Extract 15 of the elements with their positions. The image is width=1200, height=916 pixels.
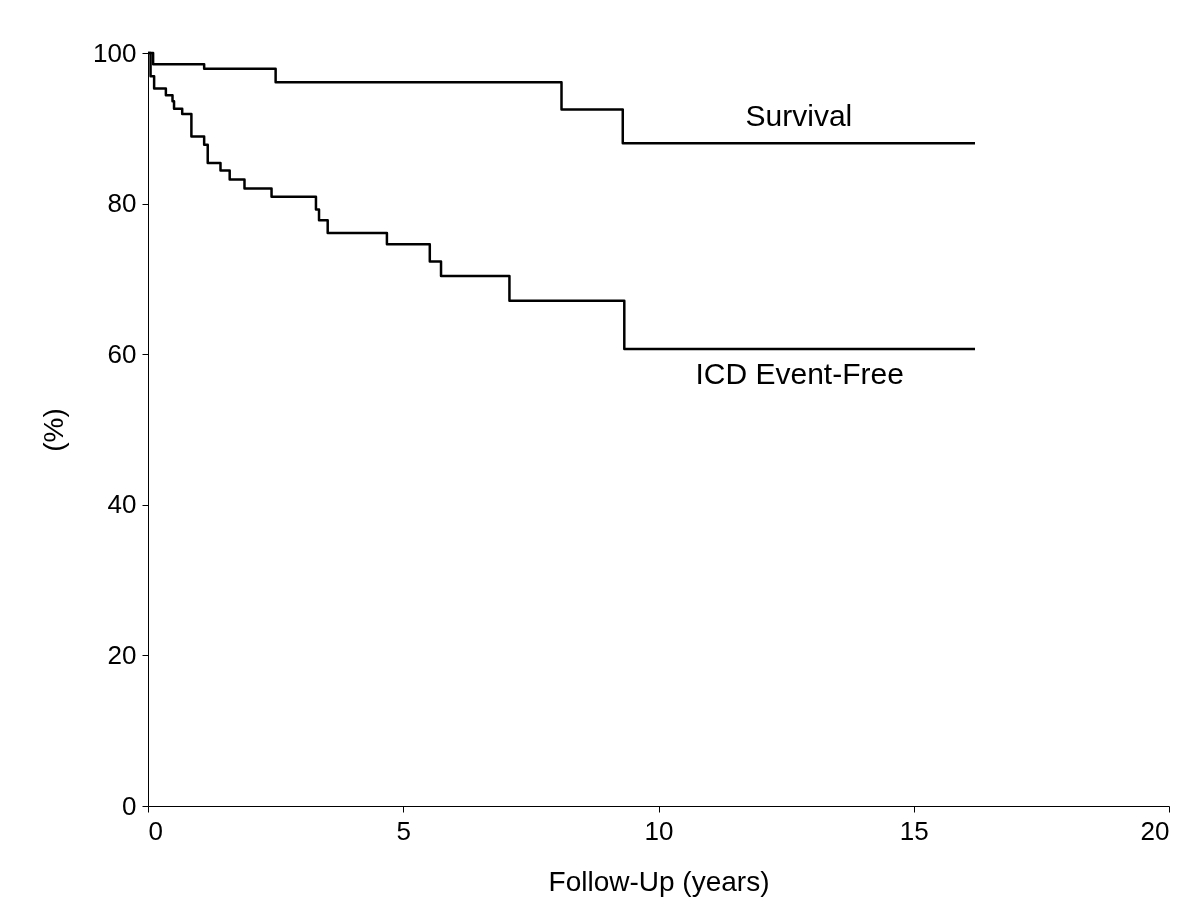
x-tick-label: 15 bbox=[899, 815, 929, 846]
y-tick-label: 0 bbox=[122, 790, 137, 821]
y-tick-label: 20 bbox=[107, 639, 137, 670]
x-tick-label: 5 bbox=[396, 815, 411, 846]
y-axis-title: (%) bbox=[38, 408, 70, 452]
x-axis-title: Follow-Up (years) bbox=[548, 865, 770, 897]
y-tick-label: 40 bbox=[107, 489, 137, 520]
x-tick-label: 20 bbox=[1140, 815, 1170, 846]
y-tick-label: 100 bbox=[93, 37, 137, 68]
y-tick-label: 80 bbox=[107, 188, 137, 219]
series-label: Survival bbox=[745, 99, 853, 133]
x-tick-label: 10 bbox=[644, 815, 674, 846]
series-label: ICD Event-Free bbox=[695, 356, 904, 390]
y-tick-label: 60 bbox=[107, 338, 137, 369]
x-tick-label: 0 bbox=[148, 815, 163, 846]
